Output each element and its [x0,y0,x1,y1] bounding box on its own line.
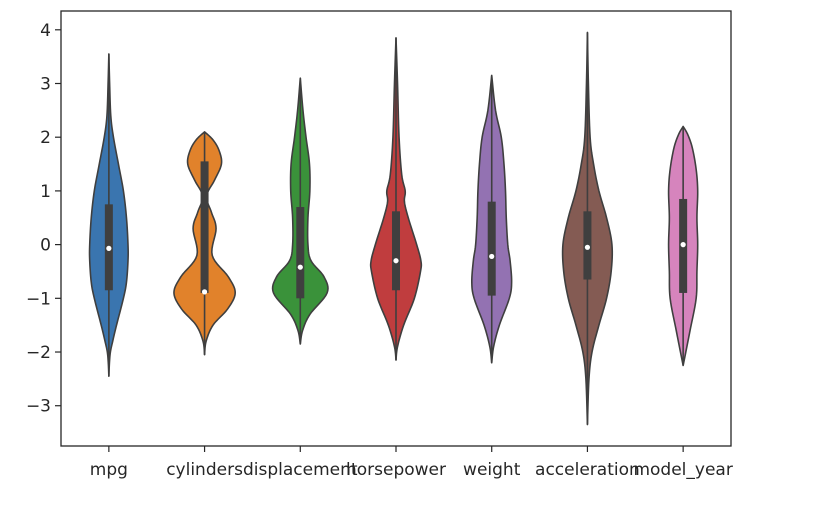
axes-layer: 4 3 2 1 0 −1 −2 −3 mpg cylinders displacementhorse… [26,10,733,480]
y-tick-label: 1 [40,182,51,202]
y-tick-label: 4 [40,21,51,41]
violin-mpg [88,53,129,377]
violin-box [296,207,305,299]
y-tick-label: −2 [26,343,51,363]
x-tick-label-mpg: mpg [90,460,128,480]
x-tick-label-weight: weight [463,460,521,480]
violin-median [584,244,591,250]
violin-median [201,289,208,295]
x-tick-label-cylinders: cylinders [166,460,243,480]
violin-median [680,242,686,248]
violin-median [393,258,399,264]
x-tick-label-displacement: displacement [243,460,358,480]
violin-box [200,161,209,293]
violin-median [106,245,112,251]
violin-median [489,253,495,260]
violin-model_year [667,125,699,367]
violin-cylinders [173,131,236,356]
violin-acceleration [561,31,614,426]
y-tick-label: 2 [40,128,51,148]
violin-displacement [271,77,329,345]
x-tick-label-horsepower: horsepower [346,460,446,480]
violins-layer [88,31,699,426]
y-tick-label: 0 [40,236,51,256]
violin-weight [471,74,513,364]
violin-median [297,264,303,270]
y-tick-label: −1 [26,289,51,309]
x-tick-label-acceleration: acceleration [535,460,640,480]
x-tick-label-model_year: model_year [633,460,732,480]
violin-box [392,211,400,291]
y-tick-label: −3 [26,397,51,417]
violin-box [487,201,496,296]
violin-horsepower [369,37,423,361]
y-tick-label: 3 [40,75,51,95]
